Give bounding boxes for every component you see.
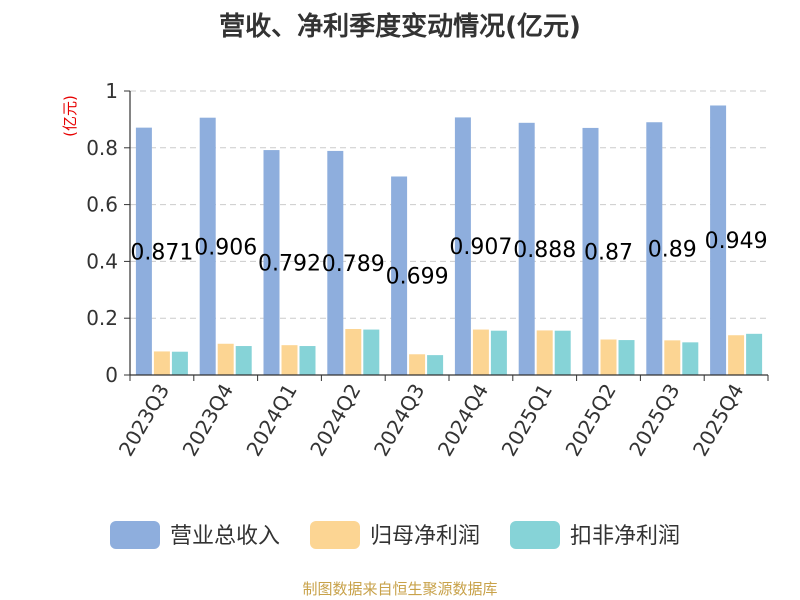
- legend-swatch: [310, 521, 360, 549]
- bar: [582, 127, 599, 375]
- y-tick-label: 1: [105, 79, 118, 103]
- y-tick-label: 0: [105, 363, 118, 387]
- x-tick-label: 2024Q4: [433, 380, 493, 461]
- x-tick-label: 2025Q3: [624, 380, 684, 461]
- data-label: 0.699: [386, 265, 449, 290]
- bar: [281, 345, 298, 375]
- legend: 营业总收入 归母净利润 扣非净利润: [110, 521, 680, 549]
- bar: [664, 340, 681, 375]
- legend-label: 扣非净利润: [570, 524, 680, 549]
- bar: [746, 333, 763, 375]
- bar: [518, 122, 535, 375]
- bar: [363, 329, 380, 375]
- bar: [618, 340, 635, 375]
- data-label: 0.792: [258, 252, 321, 277]
- bar: [135, 127, 152, 375]
- bar: [536, 330, 553, 375]
- bar: [263, 150, 280, 375]
- bar: [600, 339, 617, 375]
- bars: [135, 105, 763, 376]
- bar: [199, 117, 216, 376]
- bar: [710, 105, 727, 375]
- y-tick-label: 0.8: [86, 136, 118, 160]
- x-tick-label: 2023Q3: [114, 380, 174, 461]
- bar: [153, 351, 170, 375]
- bar: [427, 355, 444, 375]
- bar: [391, 176, 408, 375]
- x-tick-label: 2024Q3: [369, 380, 429, 461]
- chart-title: 营收、净利季度变动情况(亿元): [219, 11, 581, 42]
- source-note: 制图数据来自恒生聚源数据库: [302, 580, 497, 598]
- bar: [682, 342, 699, 375]
- gridlines: [130, 90, 768, 319]
- bar: [345, 328, 362, 375]
- bar: [454, 117, 471, 376]
- x-tick-label: 2025Q1: [497, 380, 557, 461]
- y-tick-label: 0.2: [86, 306, 118, 330]
- data-label: 0.871: [130, 240, 193, 265]
- bar: [235, 346, 252, 375]
- data-label: 0.888: [513, 238, 576, 263]
- data-label: 0.906: [194, 235, 257, 260]
- x-tick-labels: 2023Q3 2023Q4 2024Q1 2024Q2 2024Q3 2024Q4 2025…: [114, 380, 749, 461]
- legend-swatch: [110, 521, 160, 549]
- y-tick-labels: 0 0.2 0.4 0.6 0.8 1: [86, 79, 118, 387]
- bar: [472, 329, 489, 375]
- legend-label: 营业总收入: [170, 524, 280, 549]
- bar: [171, 351, 188, 375]
- bar: [554, 330, 571, 375]
- bar: [299, 346, 316, 375]
- data-label: 0.89: [648, 238, 697, 263]
- y-tick-label: 0.4: [86, 249, 118, 273]
- data-label: 0.907: [449, 235, 512, 260]
- legend-label: 归母净利润: [370, 524, 480, 549]
- bar: [490, 330, 507, 375]
- data-label: 0.949: [705, 229, 768, 254]
- x-tick-label: 2025Q4: [688, 380, 748, 461]
- bar: [327, 150, 344, 375]
- data-label: 0.789: [322, 252, 385, 277]
- axes: [124, 90, 769, 381]
- bar: [217, 343, 234, 375]
- legend-swatch: [510, 521, 560, 549]
- x-tick-label: 2023Q4: [178, 380, 238, 461]
- bar: [409, 354, 426, 375]
- x-tick-label: 2024Q1: [241, 380, 301, 461]
- x-tick-label: 2024Q2: [305, 380, 365, 461]
- bar: [728, 335, 745, 375]
- y-tick-label: 0.6: [86, 193, 118, 217]
- data-label: 0.87: [584, 240, 633, 265]
- x-tick-label: 2025Q2: [560, 380, 620, 461]
- bar: [646, 122, 663, 376]
- y-axis-label: (亿元): [61, 95, 79, 137]
